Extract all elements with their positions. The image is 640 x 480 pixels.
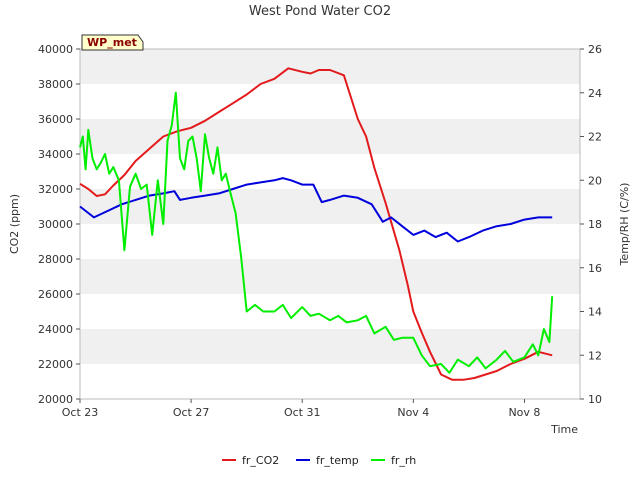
y-tick-label: 38000 bbox=[38, 78, 73, 91]
grid-band bbox=[80, 49, 580, 84]
site-badge-label: WP_met bbox=[87, 36, 137, 49]
legend: fr_CO2 fr_temp fr_rh bbox=[222, 454, 416, 467]
grid-band bbox=[80, 259, 580, 294]
plot-background-bands bbox=[80, 49, 580, 364]
legend-label: fr_CO2 bbox=[242, 454, 279, 467]
y-tick-label: 26000 bbox=[38, 288, 73, 301]
grid-band bbox=[80, 329, 580, 364]
y-tick-label: 34000 bbox=[38, 148, 73, 161]
y2-tick-label: 12 bbox=[588, 349, 602, 362]
left-y-axis: 20000 22000 24000 26000 28000 30000 32000 34000… bbox=[38, 43, 80, 406]
x-tick-label: Oct 31 bbox=[284, 406, 321, 419]
y-tick-label: 36000 bbox=[38, 113, 73, 126]
x-axis: Oct 23 Oct 27 Oct 31 Nov 4 Nov 8 bbox=[62, 399, 540, 419]
chart-title: West Pond Water CO2 bbox=[249, 4, 391, 19]
y2-tick-label: 22 bbox=[588, 131, 602, 144]
y-tick-label: 20000 bbox=[38, 393, 73, 406]
y2-tick-label: 24 bbox=[588, 87, 602, 100]
y2-tick-label: 14 bbox=[588, 306, 602, 319]
y2-tick-label: 20 bbox=[588, 174, 602, 187]
right-y-axis: 10 12 14 16 18 20 22 24 26 bbox=[580, 43, 602, 406]
x-tick-label: Nov 8 bbox=[508, 406, 540, 419]
y-tick-label: 40000 bbox=[38, 43, 73, 56]
site-badge: WP_met bbox=[81, 34, 144, 51]
y-tick-label: 22000 bbox=[38, 358, 73, 371]
y-tick-label: 32000 bbox=[38, 183, 73, 196]
y2-tick-label: 10 bbox=[588, 393, 602, 406]
y-tick-label: 24000 bbox=[38, 323, 73, 336]
x-tick-label: Oct 27 bbox=[173, 406, 210, 419]
series-layer bbox=[79, 67, 554, 381]
x-tick-label: Oct 23 bbox=[62, 406, 99, 419]
legend-label: fr_temp bbox=[316, 454, 359, 467]
site-badge-box bbox=[81, 34, 144, 51]
series-line-fr-CO2 bbox=[79, 67, 553, 381]
y2-tick-label: 18 bbox=[588, 218, 602, 231]
y2-axis-title: Temp/RH (C/%) bbox=[618, 183, 631, 267]
x-axis-title: Time bbox=[550, 423, 578, 436]
y-tick-label: 30000 bbox=[38, 218, 73, 231]
series-line-fr-rh bbox=[79, 91, 554, 374]
y-tick-label: 28000 bbox=[38, 253, 73, 266]
legend-label: fr_rh bbox=[391, 454, 416, 467]
grid-band bbox=[80, 119, 580, 154]
y-axis-title: CO2 (ppm) bbox=[8, 194, 21, 254]
x-tick-label: Nov 4 bbox=[397, 406, 429, 419]
y2-tick-label: 26 bbox=[588, 43, 602, 56]
y2-tick-label: 16 bbox=[588, 262, 602, 275]
